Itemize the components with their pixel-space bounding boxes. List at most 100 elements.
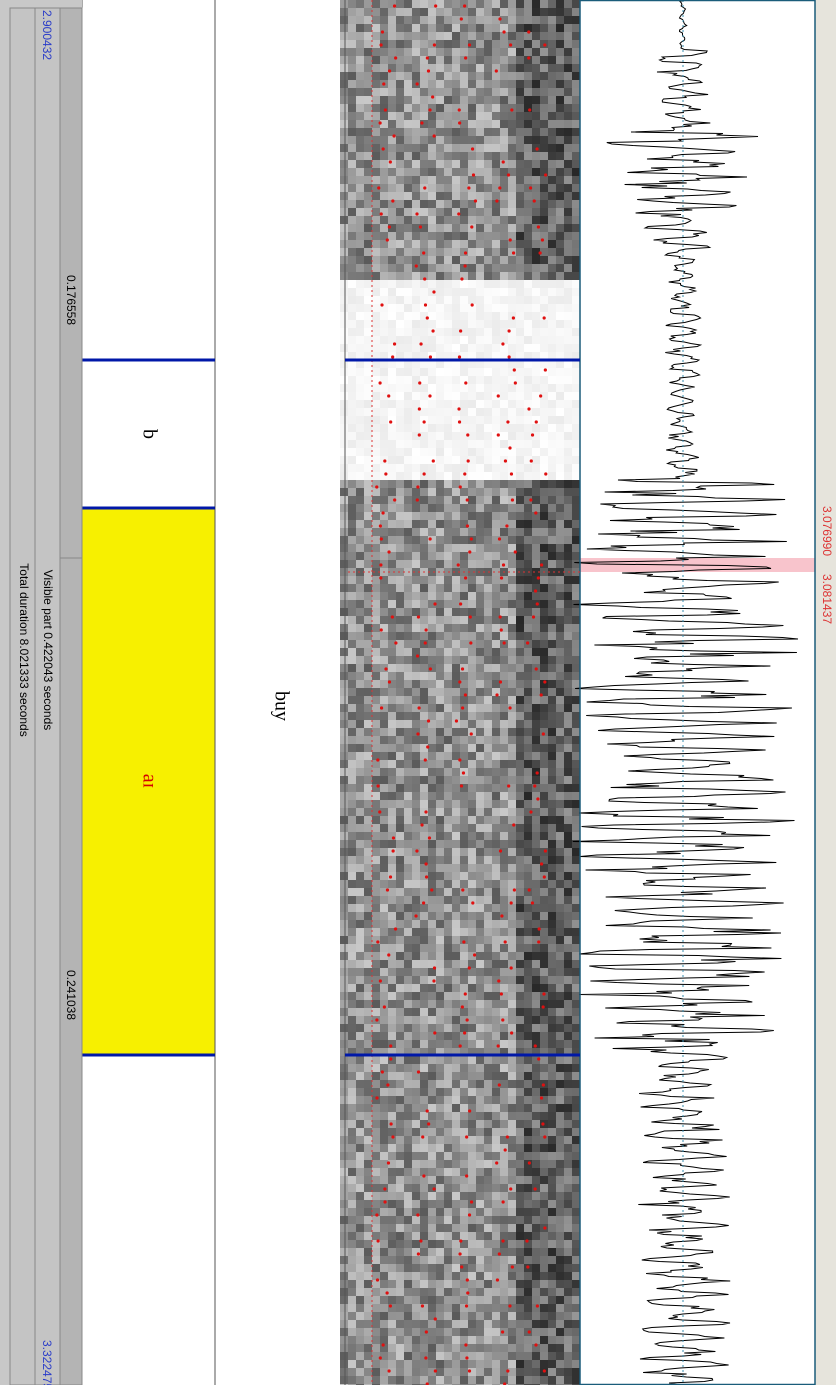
spectrogram-cell — [564, 632, 572, 640]
spectrogram-cell — [468, 832, 476, 840]
spectrogram-cell — [396, 1152, 404, 1160]
spectrogram-cell — [396, 792, 404, 800]
spectrogram-cell — [420, 200, 428, 208]
spectrogram-cell — [364, 352, 372, 360]
spectrogram-cell — [436, 1176, 444, 1184]
spectrogram-cell — [524, 472, 532, 480]
spectrogram-cell — [492, 944, 500, 952]
spectrogram-cell — [516, 816, 524, 824]
spectrogram-cell — [396, 696, 404, 704]
spectrogram-cell — [404, 768, 412, 776]
spectrogram-cell — [532, 1120, 540, 1128]
spectrogram-cell — [428, 512, 436, 520]
spectrogram-cell — [404, 1256, 412, 1264]
spectrogram-cell — [396, 672, 404, 680]
spectrogram-cell — [564, 1216, 572, 1224]
spectrogram-cell — [356, 1200, 364, 1208]
spectrogram-cell — [572, 712, 580, 720]
spectrogram-cell — [508, 448, 516, 456]
spectrogram-cell — [476, 1024, 484, 1032]
spectrogram-cell — [524, 240, 532, 248]
spectrogram-cell — [532, 1272, 540, 1280]
spectrogram-cell — [452, 640, 460, 648]
spectrogram-cell — [476, 1248, 484, 1256]
spectrogram-cell — [460, 432, 468, 440]
spectrogram-cell — [492, 760, 500, 768]
spectrogram-cell — [364, 1056, 372, 1064]
spectrogram-cell — [524, 40, 532, 48]
spectrogram-cell — [428, 584, 436, 592]
spectrogram-cell — [532, 296, 540, 304]
spectrogram-cell — [364, 1296, 372, 1304]
spectrogram-cell — [484, 144, 492, 152]
spectrogram-cell — [452, 616, 460, 624]
spectrogram-cell — [516, 352, 524, 360]
spectrogram-cell — [364, 520, 372, 528]
spectrogram-cell — [436, 744, 444, 752]
spectrogram-cell — [532, 80, 540, 88]
spectrogram-cell — [476, 760, 484, 768]
spectrogram-cell — [460, 640, 468, 648]
spectrogram-cell — [540, 136, 548, 144]
spectrogram-cell — [396, 1184, 404, 1192]
spectrogram-cell — [388, 176, 396, 184]
spectrogram-cell — [364, 1104, 372, 1112]
spectrogram-cell — [452, 200, 460, 208]
spectrogram-cell — [484, 904, 492, 912]
spectrogram-cell — [572, 720, 580, 728]
spectrogram-cell — [444, 888, 452, 896]
spectrogram-cell — [564, 456, 572, 464]
spectrogram-cell — [428, 1168, 436, 1176]
spectrogram-cell — [452, 440, 460, 448]
spectrogram-cell — [380, 640, 388, 648]
spectrogram-cell — [396, 1320, 404, 1328]
spectrogram-cell — [548, 768, 556, 776]
spectrogram-cell — [484, 880, 492, 888]
spectrogram-cell — [548, 72, 556, 80]
spectrogram-cell — [404, 208, 412, 216]
spectrogram-cell — [436, 800, 444, 808]
spectrogram-cell — [484, 1232, 492, 1240]
spectrogram-cell — [548, 1120, 556, 1128]
spectrogram-cell — [468, 552, 476, 560]
spectrogram-cell — [564, 544, 572, 552]
spectrogram-cell — [404, 592, 412, 600]
spectrogram-cell — [524, 920, 532, 928]
spectrogram-cell — [356, 848, 364, 856]
spectrogram-cell — [428, 296, 436, 304]
spectrogram-cell — [476, 16, 484, 24]
spectrogram-cell — [548, 560, 556, 568]
spectrogram-cell — [460, 1200, 468, 1208]
spectrogram-cell — [356, 544, 364, 552]
spectrogram-cell — [516, 504, 524, 512]
spectrogram-cell — [516, 1320, 524, 1328]
spectrogram-cell — [492, 840, 500, 848]
spectrogram-cell — [404, 800, 412, 808]
spectrogram-cell — [404, 272, 412, 280]
spectrogram-cell — [348, 464, 356, 472]
spectrogram-cell — [436, 192, 444, 200]
spectrogram-cell — [388, 1024, 396, 1032]
spectrogram-cell — [428, 1120, 436, 1128]
spectrogram-cell — [412, 832, 420, 840]
spectrogram-cell — [484, 1016, 492, 1024]
spectrogram-cell — [460, 488, 468, 496]
spectrogram-cell — [476, 1232, 484, 1240]
spectrogram-cell — [532, 1200, 540, 1208]
spectrogram-cell — [340, 1264, 348, 1272]
spectrogram-cell — [524, 744, 532, 752]
spectrogram-cell — [564, 960, 572, 968]
spectrogram-cell — [460, 288, 468, 296]
spectrogram-cell — [556, 720, 564, 728]
spectrogram-cell — [380, 1264, 388, 1272]
spectrogram-cell — [420, 168, 428, 176]
spectrogram-cell — [380, 864, 388, 872]
spectrogram-cell — [412, 264, 420, 272]
spectrogram-cell — [428, 728, 436, 736]
spectrogram-cell — [340, 312, 348, 320]
spectrogram-cell — [500, 1312, 508, 1320]
spectrogram-cell — [556, 1224, 564, 1232]
spectrogram-cell — [508, 1096, 516, 1104]
spectrogram-cell — [340, 1088, 348, 1096]
spectrogram-cell — [468, 1304, 476, 1312]
